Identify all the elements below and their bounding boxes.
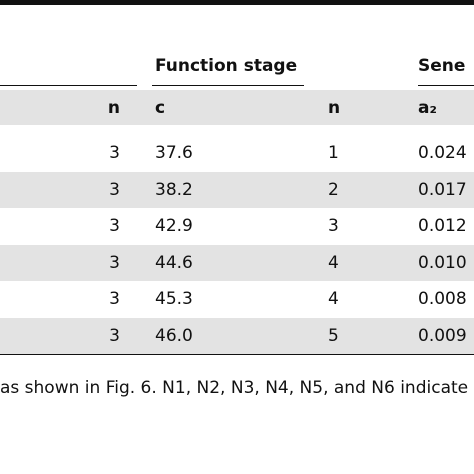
footnote: as shown in Fig. 6. N1, N2, N3, N4, N5, … <box>0 378 469 398</box>
cell: 0.012 <box>418 216 467 236</box>
cell: 3 <box>109 143 120 163</box>
cell: 0.009 <box>418 325 467 346</box>
cell: 1 <box>328 143 339 163</box>
column-header: a₂ <box>418 98 437 118</box>
cell: 45.3 <box>155 289 193 309</box>
group-rule <box>418 85 474 86</box>
column-header: c <box>155 98 166 118</box>
cell: 42.9 <box>155 216 193 236</box>
header-band <box>0 90 474 125</box>
group-header: Sene <box>418 56 466 76</box>
cell: 0.024 <box>418 143 467 163</box>
row-band <box>0 317 474 354</box>
row-band <box>0 171 474 208</box>
cell: 0.008 <box>418 289 467 309</box>
cell: 3 <box>109 252 120 273</box>
top-rule <box>0 0 474 5</box>
cell: 38.2 <box>155 179 193 200</box>
column-header: n <box>107 98 120 118</box>
cell: 4 <box>328 289 339 309</box>
cell: 0.010 <box>418 252 467 273</box>
cell: 4 <box>328 252 339 273</box>
column-header: n <box>328 98 341 118</box>
row-band <box>0 244 474 281</box>
cell: 3 <box>328 216 339 236</box>
cell: 3 <box>109 216 120 236</box>
cell: 3 <box>109 179 120 200</box>
cell: 37.6 <box>155 143 193 163</box>
cell: 3 <box>109 325 120 346</box>
group-header: Function stage <box>155 56 298 76</box>
cell: 44.6 <box>155 252 193 273</box>
cell: 46.0 <box>155 325 193 346</box>
group-rule <box>152 85 304 86</box>
cell: 3 <box>109 289 120 309</box>
cell: 2 <box>328 179 339 200</box>
cell: 0.017 <box>418 179 467 200</box>
cell: 5 <box>328 325 339 346</box>
bottom-rule <box>0 354 474 355</box>
group-rule <box>0 85 137 86</box>
